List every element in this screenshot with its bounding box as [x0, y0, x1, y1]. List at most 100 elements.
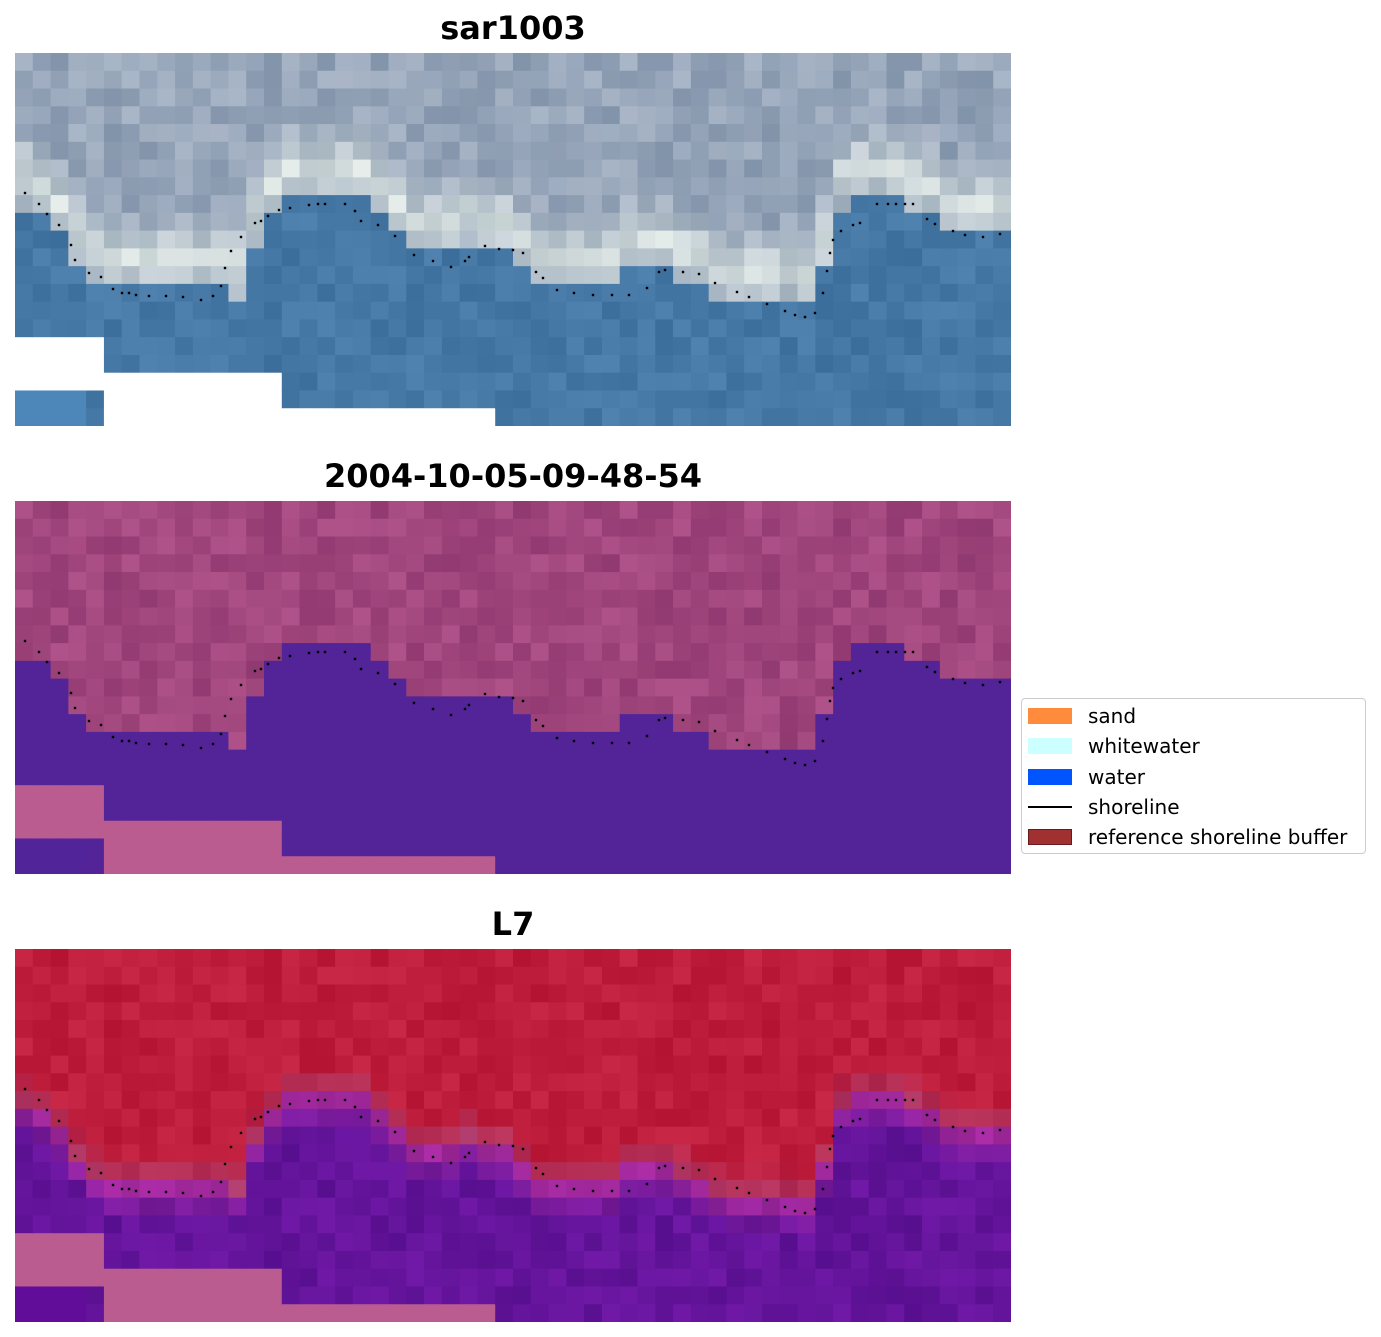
shoreline-point — [239, 1131, 243, 1135]
shoreline-point — [73, 1154, 77, 1158]
shoreline-point — [858, 221, 862, 225]
shoreline-point — [521, 1147, 525, 1151]
shoreline-point — [925, 1113, 929, 1117]
shoreline-point — [831, 238, 835, 242]
shoreline-point — [933, 670, 937, 674]
shoreline-point — [681, 1166, 685, 1170]
shoreline-point — [239, 683, 243, 687]
shoreline-point — [663, 716, 667, 720]
legend-item-whitewater: whitewater — [1028, 734, 1200, 758]
shoreline-point — [277, 1104, 281, 1108]
shoreline-point — [87, 271, 91, 275]
shoreline-point — [534, 718, 538, 722]
shoreline-point — [645, 286, 649, 290]
shoreline-point — [793, 1209, 797, 1213]
shoreline-point — [858, 669, 862, 673]
shoreline-point — [951, 229, 955, 233]
shoreline-point — [858, 1117, 862, 1121]
shoreline-point — [663, 268, 667, 272]
shoreline-point — [886, 650, 890, 654]
shoreline-point — [164, 1190, 168, 1194]
shoreline-point — [839, 229, 843, 233]
shoreline-point — [541, 1172, 545, 1176]
shoreline-point — [266, 1110, 270, 1114]
shoreline-point — [57, 223, 61, 227]
shoreline-point — [120, 291, 124, 295]
rgb-image-panel — [15, 53, 1011, 426]
shoreline-point — [467, 1151, 471, 1155]
shoreline-point — [963, 681, 967, 685]
shoreline-point — [911, 1098, 915, 1102]
shoreline-point — [111, 735, 115, 739]
shoreline-point — [259, 667, 263, 671]
shoreline-point — [511, 1144, 515, 1148]
shoreline-point — [735, 290, 739, 294]
shoreline-point — [963, 1129, 967, 1133]
shoreline-point — [111, 287, 115, 291]
shoreline-point — [541, 724, 545, 728]
shoreline-point — [223, 1162, 227, 1166]
shoreline-point — [497, 695, 501, 699]
shoreline-point — [657, 718, 661, 722]
shoreline-point — [828, 699, 832, 703]
shoreline-point — [223, 714, 227, 718]
shoreline-point — [353, 209, 357, 213]
shoreline-point — [886, 202, 890, 206]
shoreline-point — [821, 1187, 825, 1191]
shoreline-point — [57, 671, 61, 675]
shoreline-point — [431, 259, 435, 263]
legend: sand whitewater water shoreline referenc… — [1021, 698, 1366, 854]
shoreline-point — [483, 692, 487, 696]
shoreline-point — [376, 1119, 380, 1123]
shoreline-point — [147, 1190, 151, 1194]
shoreline-point — [431, 707, 435, 711]
shoreline-point — [521, 251, 525, 255]
shoreline-point — [610, 741, 614, 745]
shoreline-point — [765, 750, 769, 754]
shoreline-point — [951, 677, 955, 681]
shoreline-point — [181, 743, 185, 747]
shoreline-point — [99, 275, 103, 279]
shoreline-point — [839, 677, 843, 681]
shoreline-point — [555, 736, 559, 740]
shoreline-point — [307, 203, 311, 207]
shoreline-point — [963, 233, 967, 237]
shoreline-point — [713, 729, 717, 733]
shoreline-point — [610, 293, 614, 297]
shoreline-point — [911, 650, 915, 654]
shoreline-point — [697, 720, 701, 724]
shoreline-point — [229, 249, 233, 253]
sand-swatch — [1028, 708, 1072, 724]
shoreline-point — [376, 671, 380, 675]
shoreline-point — [645, 1182, 649, 1186]
shoreline-point — [875, 1098, 879, 1102]
shoreline-point — [933, 1118, 937, 1122]
shoreline-point — [323, 1098, 327, 1102]
shoreline-point — [199, 1194, 203, 1198]
panel-title-classified: 2004-10-05-09-48-54 — [323, 457, 703, 495]
shoreline-point — [894, 1098, 898, 1102]
shoreline-point — [23, 639, 27, 643]
shoreline-point — [894, 202, 898, 206]
shoreline-point — [735, 1186, 739, 1190]
shoreline-swatch — [1028, 806, 1072, 808]
shoreline-point — [825, 1165, 829, 1169]
panel-title-index: L7 — [491, 905, 535, 943]
legend-item-sand: sand — [1028, 704, 1136, 728]
shoreline-point — [353, 1105, 357, 1109]
shoreline-point — [572, 1187, 576, 1191]
shoreline-point — [229, 1145, 233, 1149]
shoreline-point — [307, 651, 311, 655]
shoreline-point — [69, 1139, 73, 1143]
shoreline-point — [903, 1098, 907, 1102]
reference-buffer-swatch — [1028, 829, 1072, 845]
shoreline-point — [359, 219, 363, 223]
water-swatch — [1028, 769, 1072, 785]
shoreline-point — [343, 202, 347, 206]
shoreline-point — [57, 1119, 61, 1123]
shoreline-point — [359, 1115, 363, 1119]
shoreline-point — [99, 1171, 103, 1175]
shoreline-point — [511, 248, 515, 252]
shoreline-point — [87, 1167, 91, 1171]
shoreline-point — [911, 202, 915, 206]
